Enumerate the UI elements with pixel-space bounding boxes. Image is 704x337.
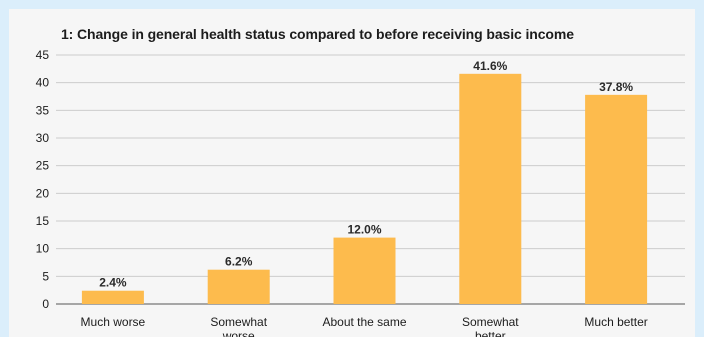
bar [459,73,522,305]
y-tick-label: 15 [36,214,50,228]
x-tick-label: Much worse [81,315,146,329]
y-tick-label: 45 [36,48,50,62]
bar [207,269,270,304]
data-label: 6.2% [225,255,253,269]
data-label: 12.0% [347,223,381,237]
y-tick-label: 20 [36,186,50,200]
x-tick-label: Much better [584,315,647,329]
y-tick-label: 30 [36,131,50,145]
x-tick-label: About the same [322,315,406,329]
data-label: 2.4% [99,276,127,290]
chart-panel: 1: Change in general health status compa… [9,9,695,337]
x-tick-label: worse [222,329,255,337]
bar-chart: 0 5 10 15 20 25 30 35 40 45 2.4% Much worse 6.2% Some… [36,48,685,337]
x-tick-label: Somewhat [210,315,267,329]
bar [333,237,396,304]
x-tick-label: better [475,329,506,337]
y-tick-label: 10 [36,242,50,256]
y-tick-label: 25 [36,159,50,173]
data-label: 41.6% [473,59,507,73]
x-tick-label: Somewhat [462,315,519,329]
y-tick-label: 35 [36,103,50,117]
y-tick-label: 5 [42,269,49,283]
bar [81,290,144,304]
y-tick-label: 0 [42,297,49,311]
data-label: 37.8% [599,80,633,94]
bar [585,94,648,304]
chart-title: 1: Change in general health status compa… [61,26,574,42]
y-tick-label: 40 [36,76,50,90]
